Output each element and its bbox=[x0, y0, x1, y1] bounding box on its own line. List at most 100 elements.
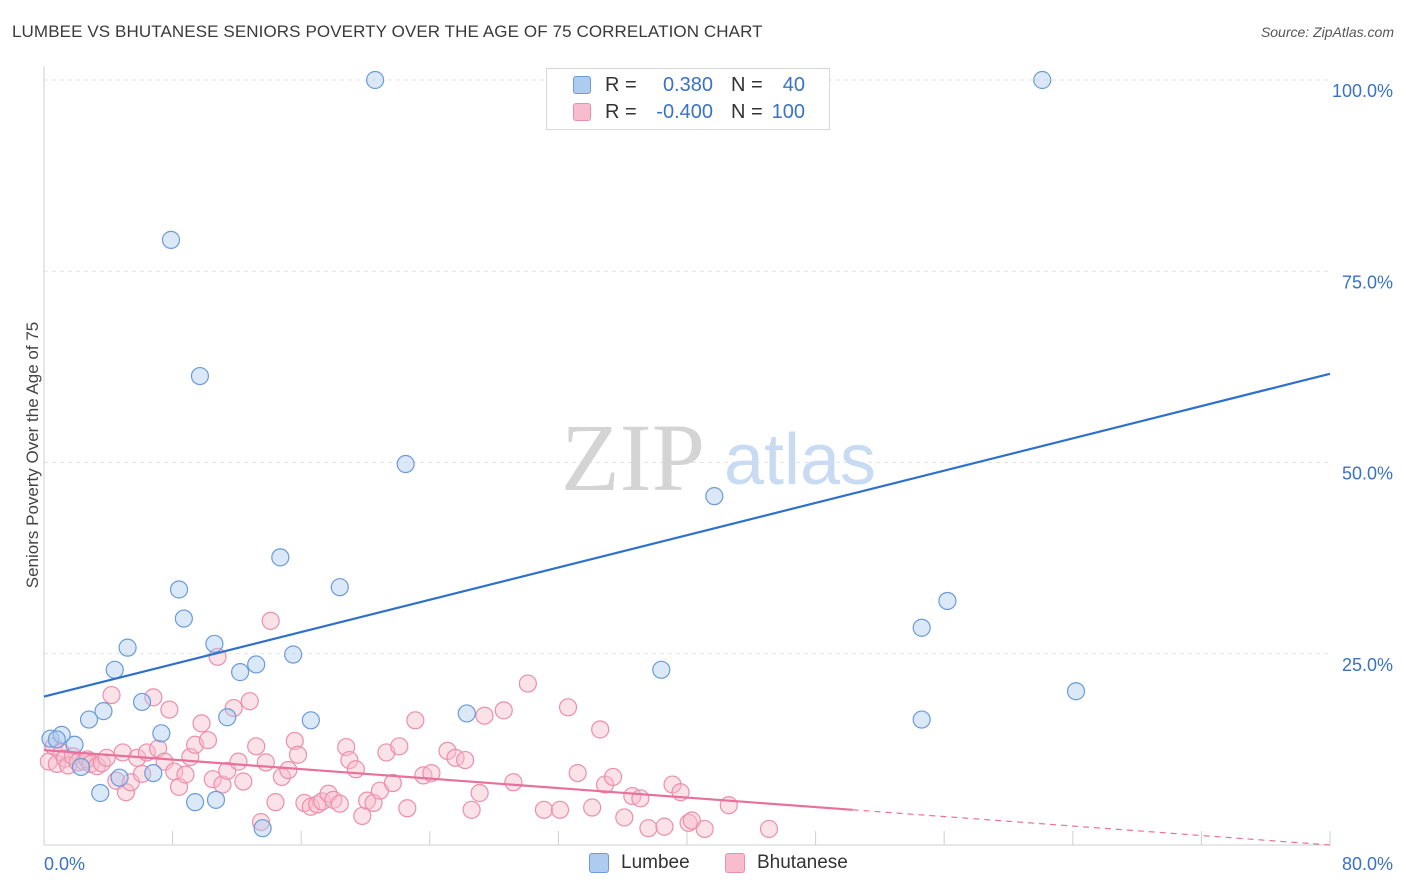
lumbee-point bbox=[47, 730, 66, 749]
lumbee-point bbox=[253, 819, 272, 838]
bhutanese-point bbox=[192, 714, 211, 733]
y-tick-label: 75.0% bbox=[1342, 272, 1393, 292]
lumbee-point bbox=[118, 638, 137, 657]
bhutanese-point bbox=[390, 737, 409, 756]
bhutanese-point bbox=[682, 811, 701, 830]
stats-row-bhutanese: R = -0.400 N = 100 bbox=[547, 100, 829, 126]
lumbee-point bbox=[330, 578, 349, 597]
lumbee-point bbox=[457, 704, 476, 723]
bhutanese-trend-extension bbox=[852, 809, 1331, 846]
bottom-legend: Lumbee Bhutanese bbox=[0, 851, 1406, 877]
stats-row-lumbee: R = 0.380 N = 40 bbox=[547, 73, 829, 99]
bhutanese-point bbox=[160, 700, 179, 719]
lumbee-point bbox=[174, 609, 193, 628]
bhutanese-r-label: R = bbox=[605, 101, 637, 123]
bhutanese-point bbox=[550, 800, 570, 819]
lumbee-point bbox=[206, 790, 226, 809]
series-lumbee-points bbox=[41, 70, 1086, 838]
bhutanese-point bbox=[144, 688, 163, 707]
lumbee-point bbox=[396, 454, 415, 474]
bhutanese-point bbox=[631, 789, 650, 808]
bhutanese-point bbox=[759, 819, 779, 839]
lumbee-point bbox=[652, 660, 671, 679]
bhutanese-point bbox=[518, 674, 537, 693]
chart-title: LUMBEE VS BHUTANESE SENIORS POVERTY OVER… bbox=[12, 22, 763, 41]
bhutanese-point bbox=[330, 794, 349, 813]
bhutanese-point bbox=[240, 692, 259, 711]
lumbee-point bbox=[65, 735, 84, 754]
y-tick-label: 50.0% bbox=[1342, 464, 1393, 484]
legend-bhutanese-swatch bbox=[725, 853, 745, 873]
bhutanese-point bbox=[406, 711, 425, 730]
x-tick-label: 80.0% bbox=[1342, 854, 1393, 874]
bhutanese-point bbox=[97, 748, 116, 767]
lumbee-point bbox=[1033, 70, 1052, 90]
bhutanese-point bbox=[695, 819, 714, 839]
lumbee-point bbox=[91, 783, 110, 803]
bhutanese-point bbox=[679, 813, 698, 832]
bhutanese-point bbox=[456, 750, 475, 770]
bhutanese-point bbox=[398, 799, 417, 818]
y-tick-labels: 25.0% 50.0% 75.0% 100.0% bbox=[1332, 81, 1393, 675]
lumbee-point bbox=[231, 663, 250, 682]
bhutanese-point bbox=[256, 753, 275, 772]
bhutanese-point bbox=[288, 745, 308, 764]
legend-lumbee-swatch bbox=[589, 853, 609, 873]
bhutanese-point bbox=[155, 752, 174, 771]
bhutanese-trend-line bbox=[43, 749, 853, 811]
bhutanese-point bbox=[558, 698, 578, 717]
trend-lines bbox=[43, 372, 1331, 846]
bhutanese-point bbox=[247, 737, 266, 756]
lumbee-point bbox=[247, 655, 266, 674]
lumbee-trend-line bbox=[43, 372, 1331, 698]
lumbee-r-value: 0.380 bbox=[662, 74, 713, 96]
y-tick-label: 25.0% bbox=[1342, 655, 1393, 675]
watermark: ZIP atlas bbox=[561, 404, 876, 511]
lumbee-point bbox=[71, 757, 91, 777]
lumbee-point bbox=[705, 487, 724, 506]
bhutanese-point bbox=[583, 798, 602, 817]
bhutanese-point bbox=[346, 760, 365, 779]
lumbee-point bbox=[105, 660, 124, 679]
lumbee-point bbox=[1066, 682, 1086, 701]
bhutanese-point bbox=[534, 800, 554, 819]
bhutanese-point bbox=[261, 611, 280, 630]
bhutanese-point bbox=[176, 765, 195, 784]
bhutanese-point bbox=[102, 685, 121, 705]
lumbee-point bbox=[938, 591, 957, 611]
bhutanese-point bbox=[383, 773, 402, 793]
y-tick-label: 100.0% bbox=[1332, 81, 1393, 101]
bhutanese-point bbox=[203, 770, 222, 789]
bhutanese-point bbox=[603, 767, 623, 787]
bhutanese-point bbox=[494, 701, 513, 720]
watermark-zip: ZIP bbox=[561, 404, 705, 511]
bhutanese-point bbox=[504, 773, 523, 792]
source-credit: Source: ZipAtlas.com bbox=[1260, 24, 1394, 40]
bhutanese-point bbox=[462, 800, 481, 819]
bhutanese-point bbox=[229, 752, 248, 771]
lumbee-point bbox=[284, 645, 303, 664]
lumbee-point bbox=[94, 702, 113, 721]
lumbee-point bbox=[79, 710, 99, 729]
lumbee-point bbox=[110, 768, 129, 787]
bhutanese-point bbox=[568, 763, 587, 783]
lumbee-point bbox=[301, 711, 320, 730]
bhutanese-point bbox=[655, 817, 674, 836]
lumbee-point bbox=[366, 70, 385, 90]
bhutanese-point bbox=[340, 750, 359, 770]
bhutanese-n-label: N = bbox=[731, 101, 763, 123]
lumbee-point bbox=[144, 763, 163, 783]
axes bbox=[43, 66, 1331, 846]
lumbee-swatch bbox=[573, 76, 591, 94]
bhutanese-point bbox=[285, 731, 304, 751]
gridlines bbox=[44, 79, 1330, 655]
bhutanese-point bbox=[279, 760, 298, 780]
lumbee-point bbox=[161, 230, 181, 249]
x-tick-label: 0.0% bbox=[44, 854, 85, 874]
lumbee-point bbox=[912, 710, 931, 729]
lumbee-point bbox=[218, 708, 237, 727]
lumbee-point bbox=[169, 580, 189, 599]
bhutanese-point bbox=[470, 783, 489, 803]
bhutanese-point bbox=[475, 706, 494, 725]
